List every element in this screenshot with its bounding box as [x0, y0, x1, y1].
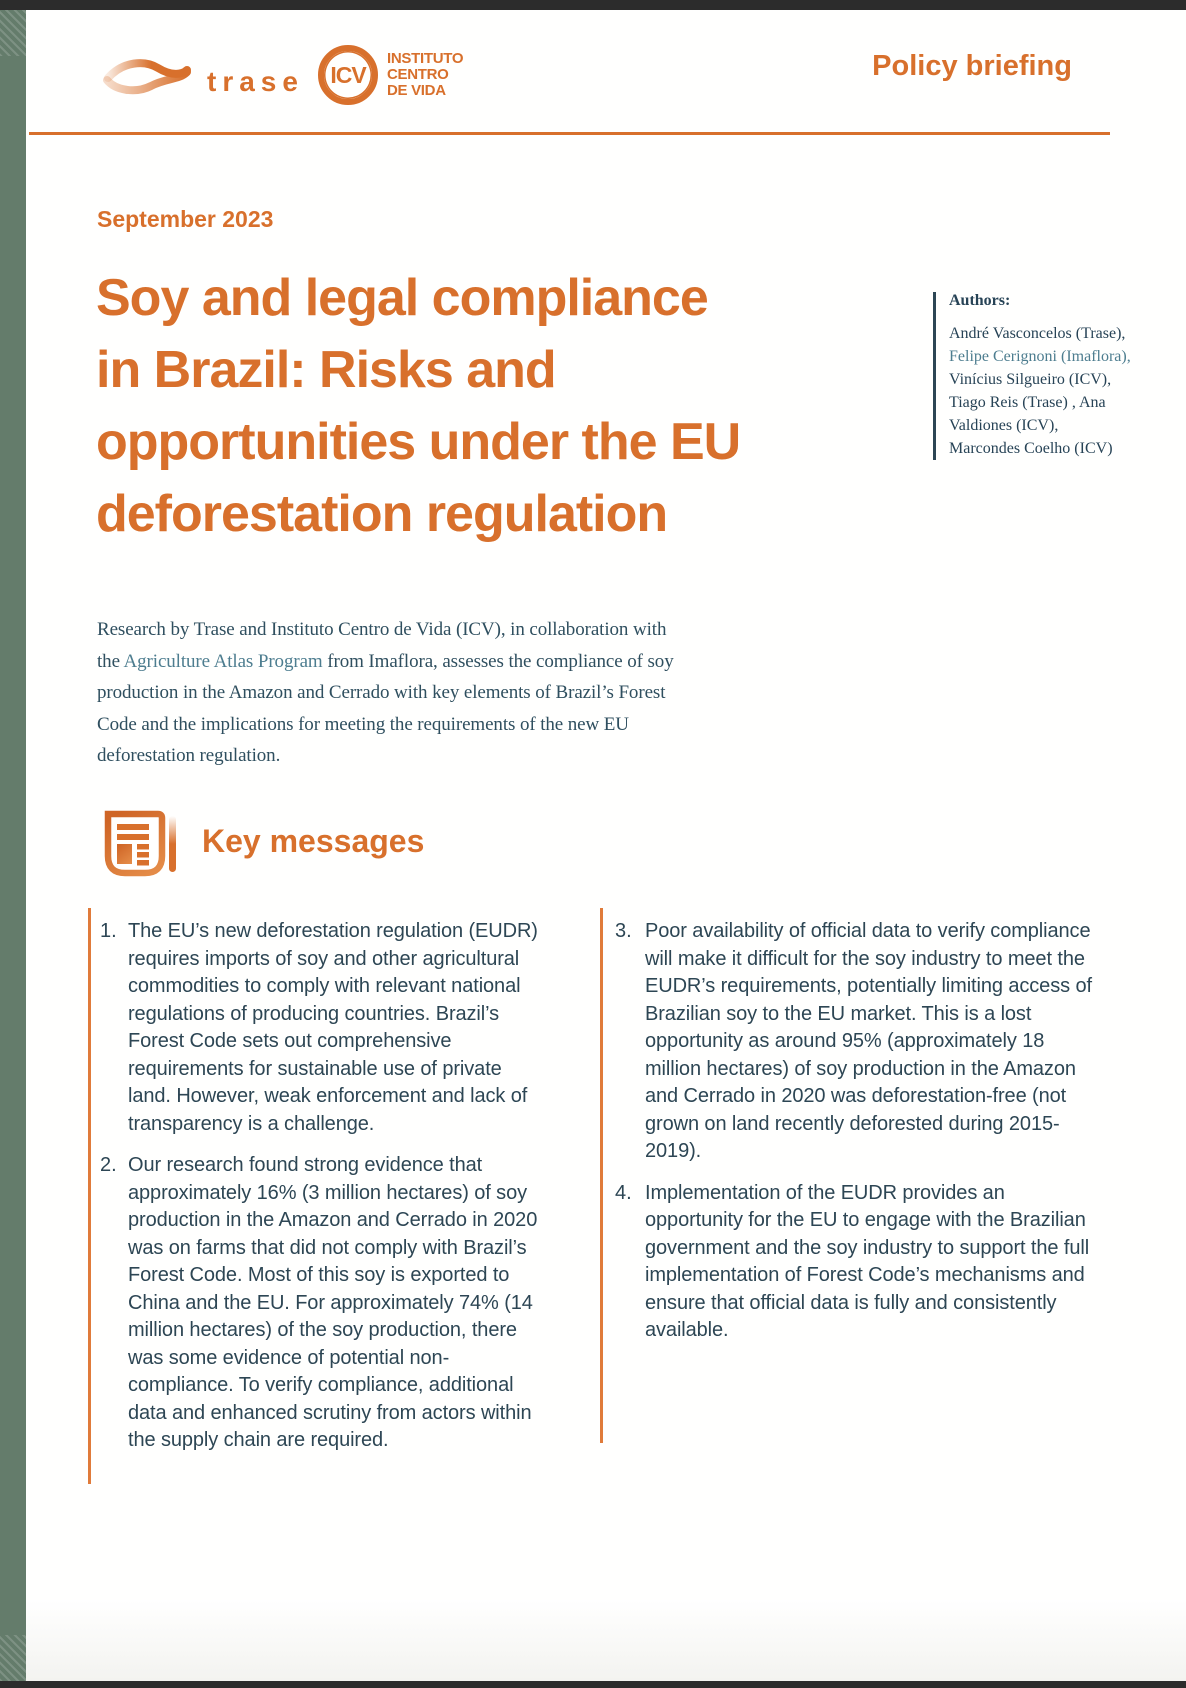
green-strip-hatch-top: [0, 10, 26, 56]
icv-logo-line: CENTRO: [387, 66, 449, 83]
key-messages-column-left: 1. The EU’s new deforestation regulation…: [88, 908, 540, 1484]
bottom-edge-bar: [0, 1681, 1186, 1688]
title-line: Soy and legal compliance: [96, 269, 709, 327]
title-line: in Brazil: Risks and: [96, 341, 557, 399]
title-line: opportunities under the EU: [96, 413, 741, 471]
agriculture-atlas-program-link[interactable]: Agriculture Atlas Program: [123, 650, 323, 672]
intro-text: from Imaflora, assesses the compliance o…: [97, 650, 674, 767]
left-green-strip: [0, 10, 26, 1681]
author-segment: André Vasconcelos (Trase),: [949, 325, 1126, 342]
publication-date: September 2023: [97, 206, 274, 232]
key-message-item: 1. The EU’s new deforestation regulation…: [100, 918, 540, 1138]
icv-logo-line: INSTITUTO: [387, 50, 464, 67]
key-message-text: Implementation of the EUDR provides an o…: [645, 1181, 1090, 1342]
key-message-item: 4. Implementation of the EUDR provides a…: [615, 1180, 1095, 1345]
key-message-number: 4.: [615, 1181, 632, 1204]
author-segment: Vinícius Silgueiro (ICV), Tiago Reis (Tr…: [949, 371, 1113, 457]
key-message-text: The EU’s new deforestation regulation (E…: [128, 920, 538, 1135]
key-message-item: 2. Our research found strong evidence th…: [100, 1152, 540, 1455]
authors-heading: Authors:: [949, 292, 1011, 309]
doc-type-label: Policy briefing: [872, 50, 1072, 82]
key-message-item: 3. Poor availability of official data to…: [615, 918, 1095, 1166]
page-bottom-fade: [26, 1600, 1186, 1681]
newspaper-icon: [100, 810, 180, 883]
key-message-text: Poor availability of official data to ve…: [645, 920, 1092, 1162]
header-divider: [29, 132, 1110, 135]
authors-box: Authors: André Vasconcelos (Trase), Feli…: [933, 292, 1133, 460]
key-messages-header: Key messages: [100, 810, 424, 883]
intro-text: Research by Trase and Instituto Centro d…: [97, 619, 667, 672]
icv-circle-icon: ICV: [318, 45, 378, 105]
key-message-number: 1.: [100, 920, 117, 942]
authors-names: André Vasconcelos (Trase), Felipe Cerign…: [949, 322, 1133, 460]
key-message-number: 2.: [100, 1154, 117, 1176]
icv-acronym: ICV: [330, 61, 366, 88]
trase-wave-icon: [103, 55, 191, 102]
key-messages-heading: Key messages: [202, 823, 425, 859]
icv-logo-text: INSTITUTO CENTRO DE VIDA: [387, 50, 464, 99]
title-line: deforestation regulation: [96, 485, 668, 543]
page-title: Soy and legal compliance in Brazil: Risk…: [96, 262, 836, 550]
trase-wordmark: trase: [207, 65, 304, 97]
key-messages-column-right: 3. Poor availability of official data to…: [600, 908, 1095, 1443]
icv-logo: ICV INSTITUTO CENTRO DE VIDA: [318, 45, 464, 105]
intro-paragraph: Research by Trase and Instituto Centro d…: [97, 614, 689, 772]
top-edge-bar: [0, 0, 1186, 10]
green-strip-hatch-bottom: [0, 1635, 26, 1681]
key-message-text: Our research found strong evidence that …: [128, 1154, 538, 1451]
icv-logo-line: DE VIDA: [387, 82, 446, 99]
author-link[interactable]: Felipe Cerignoni (Imaflora),: [949, 348, 1131, 365]
key-message-number: 3.: [615, 920, 632, 942]
trase-logo: trase: [103, 55, 304, 102]
